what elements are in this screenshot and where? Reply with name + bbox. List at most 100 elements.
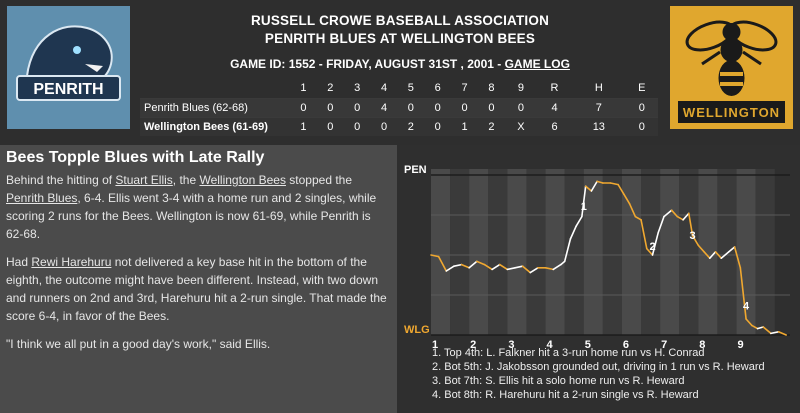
win-prob-segment [483,263,493,271]
story-text: not delivered a key base hit in the bott… [6,255,387,323]
win-prob-segment [770,331,780,335]
game-log-link[interactable]: GAME LOG [504,57,570,71]
key-event: 1. Top 4th: L. Falkner hit a 3-run home … [432,347,705,359]
win-prob-segment [714,251,723,259]
away-errors: 0 [625,97,658,117]
win-prob-segment [777,331,787,336]
away-inning-9: 0 [504,97,538,117]
win-prob-segment [670,209,679,218]
event-marker-label: 2 [649,241,655,253]
win-prob-segment [697,244,705,253]
inning-col-4: 4 [380,82,388,95]
home-inning-5: 2 [397,116,425,136]
away-hits: 7 [571,97,626,117]
away-team-name: Penrith Blues (62-68) [140,97,290,117]
win-prob-segment [745,318,753,327]
win-prob-segment [762,326,772,335]
win-prob-segment [560,260,566,266]
story-text: , 6-4. Ellis went 3-4 with a home run an… [6,191,377,241]
linescore-table: 1 2 3 4 5 6 7 8 9 R H E Penrith Blues (6… [140,79,658,136]
win-prob-segment [491,263,501,271]
win-prob-segment [498,263,509,271]
svg-text:WELLINGTON: WELLINGTON [683,105,780,120]
win-prob-segment [623,193,631,205]
win-prob-segment [651,231,660,256]
story-paragraph-1: Behind the hitting of Stuart Ellis, the … [6,171,391,243]
away-inning-6: 0 [424,97,452,117]
win-prob-segment [521,265,532,274]
home-runs: 6 [537,116,572,136]
home-inning-6: 0 [424,116,452,136]
story-paragraph-2: Had Rewi Harehuru not delivered a key ba… [6,253,391,325]
player-link-rewi-harehuru[interactable]: Rewi Harehuru [31,255,112,269]
matchup-title: PENRITH BLUES AT WELLINGTON BEES [264,31,536,46]
inning-band [450,169,470,335]
game-info: GAME ID: 1552 - FRIDAY, AUGUST 31ST , 20… [140,56,660,72]
x-tick-label: 1 [432,339,438,351]
win-prob-segment [453,263,463,267]
win-prob-segment [733,246,742,269]
win-prob-segment [468,260,478,269]
win-prob-segment [596,180,604,184]
inning-band [621,169,642,335]
win-prob-segment [682,212,690,221]
inning-band [755,169,775,335]
linescore-away-row: Penrith Blues (62-68) 0 0 0 4 0 0 0 0 0 … [140,97,658,117]
away-runs: 4 [537,97,572,117]
inning-col-2: 2 [327,82,334,95]
away-inning-5: 0 [397,97,425,117]
key-events-list: 1. Top 4th: L. Falkner hit a 3-run home … [432,346,765,402]
x-tick-label: 5 [585,339,591,351]
home-inning-3: 0 [343,116,371,136]
errors-col: E [638,82,646,95]
win-prob-segment [640,219,648,250]
x-tick-label: 2 [470,339,476,351]
home-inning-9: X [504,116,538,136]
x-tick-label: 3 [508,339,514,351]
home-inning-2: 0 [316,116,344,136]
inning-band [602,169,622,335]
away-inning-8: 0 [478,97,505,117]
inning-band [469,169,489,335]
away-inning-4: 4 [370,97,398,117]
win-prob-segment [544,267,555,271]
win-prob-segment [609,182,619,186]
inning-band [660,169,680,335]
association-title: RUSSELL CROWE BASEBALL ASSOCIATION [250,13,550,28]
inning-band [545,169,565,335]
inning-col-1: 1 [300,82,307,95]
player-link-stuart-ellis[interactable]: Stuart Ellis [115,173,173,187]
x-tick-label: 6 [623,339,629,351]
win-prob-segment [728,246,736,253]
away-inning-7: 0 [451,97,479,117]
key-event: 2. Bot 5th: J. Jakobsson grounded out, d… [432,361,765,373]
win-prob-segment [506,267,516,271]
linescore-home-row: Wellington Bees (61-69) 1 0 0 0 2 0 1 2 … [140,116,658,136]
svg-text:PENRITH: PENRITH [33,81,103,98]
win-prob-segment [756,326,765,330]
inning-band [698,169,718,335]
team-link-wellington-bees[interactable]: Wellington Bees [199,173,286,187]
win-prob-segment [437,255,448,272]
win-prob-segment [445,265,455,272]
home-hits: 13 [571,116,626,136]
inning-col-6: 6 [434,82,441,95]
win-prob-segment [687,212,694,237]
win-prob-segment [708,251,717,259]
bottom-axis-label: WLG [404,324,430,336]
win-prob-segment [720,251,730,259]
win-prob-segment [575,215,583,227]
team-link-penrith-blues[interactable]: Penrith Blues [6,191,78,205]
home-inning-1: 1 [290,116,317,136]
wellington-logo: WELLINGTON [670,6,793,129]
inning-col-7: 7 [461,82,468,95]
penrith-logo: PENRITH [7,6,130,129]
event-marker-label: 4 [743,300,750,312]
win-prob-segment [739,267,747,320]
inning-band [717,169,737,335]
inning-band [526,169,546,335]
story-paragraph-3: "I think we all put in a good day's work… [6,337,271,351]
x-tick-label: 4 [547,339,554,351]
home-team-name: Wellington Bees (61-69) [140,116,290,136]
